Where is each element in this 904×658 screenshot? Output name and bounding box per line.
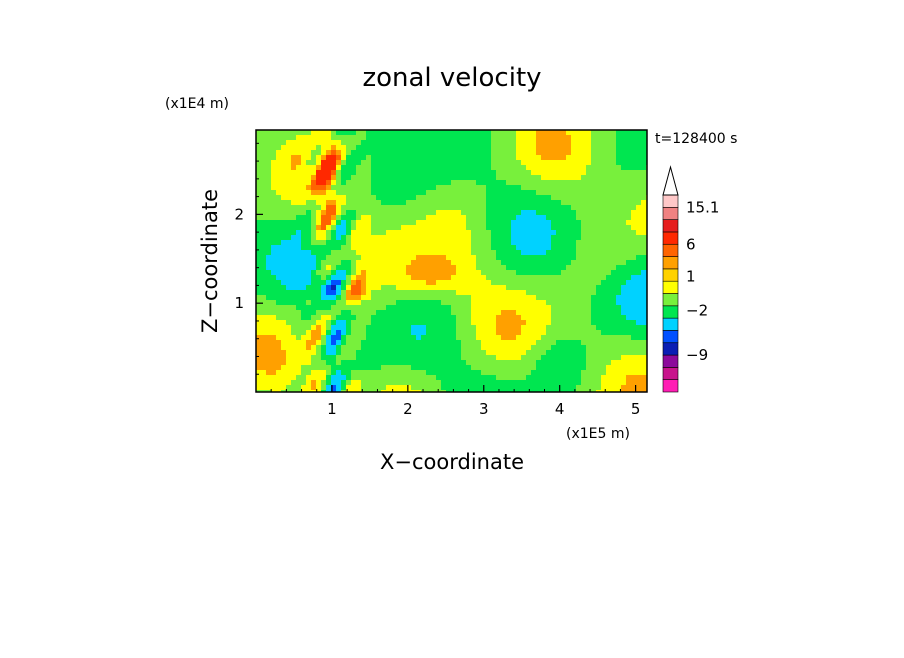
colorbar-swatch (662, 256, 679, 270)
colorbar-swatch (662, 280, 679, 294)
colorbar-swatch (662, 330, 679, 344)
colorbar: 15.1 6 1 −2 −9 (662, 165, 719, 393)
colorbar-label: 1 (686, 267, 696, 285)
x-tick-label: 3 (479, 400, 489, 418)
colorbar-label: −9 (686, 346, 708, 364)
colorbar-swatch (662, 268, 679, 282)
y-axis-label: Z−coordinate (198, 189, 222, 333)
colorbar-swatch (662, 317, 679, 331)
colorbar-swatch (662, 293, 679, 307)
time-label: t=128400 s (655, 131, 737, 147)
colorbar-label: −2 (686, 302, 708, 320)
chart-title: zonal velocity (362, 63, 541, 93)
x-tick-label: 4 (555, 400, 565, 418)
plot-frame (255, 129, 648, 393)
colorbar-label: 15.1 (686, 198, 719, 216)
colorbar-extend-arrow (662, 165, 679, 196)
y-tick-label: 2 (234, 205, 244, 223)
x-tick-label: 1 (327, 400, 337, 418)
colorbar-swatch (662, 207, 679, 220)
x-tick-label: 2 (403, 400, 413, 418)
x-axis-label: X−coordinate (380, 450, 524, 474)
y-scale-label: (x1E4 m) (165, 96, 229, 112)
colorbar-swatch (662, 367, 679, 380)
x-scale-label: (x1E5 m) (566, 426, 630, 442)
colorbar-swatch (662, 379, 679, 393)
heatmap-field (256, 130, 647, 392)
y-axis: 12 (234, 142, 263, 375)
colorbar-label: 6 (686, 235, 696, 253)
colorbar-swatch (662, 194, 679, 208)
colorbar-swatch (662, 342, 679, 356)
colorbar-swatch (662, 354, 679, 368)
colorbar-swatch (662, 305, 679, 319)
colorbar-swatch (662, 219, 679, 233)
colorbar-swatch (662, 231, 679, 245)
colorbar-swatch (662, 243, 679, 257)
x-tick-label: 5 (631, 400, 641, 418)
x-axis: 1 2 3 4 5 (270, 385, 641, 418)
y-tick-label: 1 (234, 294, 244, 312)
